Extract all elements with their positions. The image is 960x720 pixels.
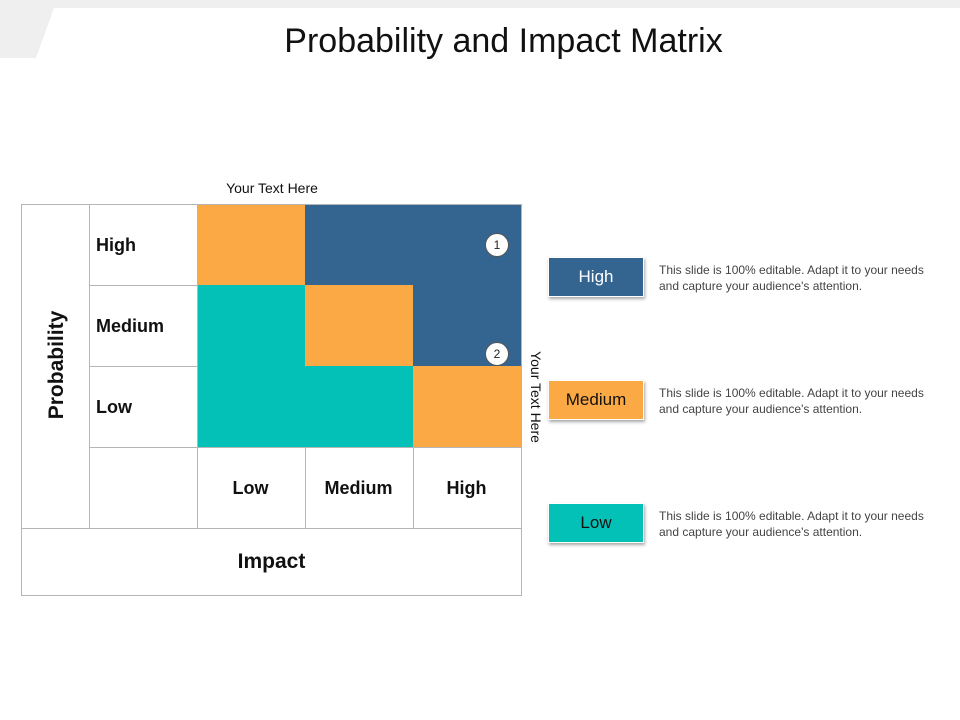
matrix-border-bottom: [21, 595, 522, 596]
cell-medium-medium: [305, 285, 413, 366]
cell-low-medium: [305, 366, 413, 447]
row-label-medium: Medium: [96, 316, 165, 336]
cell-low-low: [197, 366, 305, 447]
col-label-medium: Medium: [324, 478, 393, 498]
legend-box-high: High: [548, 257, 644, 297]
header-band: [0, 0, 960, 58]
matrix-border-left: [21, 204, 22, 596]
grid-hline: [89, 285, 197, 286]
top-caption: Your Text Here: [226, 180, 318, 196]
page-title: Probability and Impact Matrix: [284, 22, 723, 60]
cell-high-medium: [305, 204, 413, 285]
legend-description-medium: This slide is 100% editable. Adapt it to…: [659, 386, 924, 416]
marker-1: 1: [485, 233, 509, 257]
row-label-low: Low: [96, 397, 132, 417]
grid-vline: [305, 447, 306, 528]
probability-axis-label: Probability: [45, 310, 68, 420]
col-label-low: Low: [232, 478, 269, 498]
legend-box-low: Low: [548, 503, 644, 543]
right-caption-text: Your Text Here: [528, 351, 544, 443]
grid-hline: [89, 447, 522, 448]
legend-box-medium: Medium: [548, 380, 644, 420]
grid-hline: [21, 528, 522, 529]
marker-2: 2: [485, 342, 509, 366]
cell-medium-low: [197, 285, 305, 366]
grid-vline: [413, 447, 414, 528]
impact-axis-title: Impact: [237, 550, 306, 573]
legend-description-low: This slide is 100% editable. Adapt it to…: [659, 509, 924, 539]
cell-low-high: [413, 366, 522, 447]
legend-description-high: This slide is 100% editable. Adapt it to…: [659, 263, 924, 293]
grid-hline: [89, 366, 197, 367]
col-label-high: High: [446, 478, 487, 498]
grid-vline: [197, 204, 198, 528]
matrix-border-top: [21, 204, 522, 205]
cell-high-low: [197, 204, 305, 285]
row-label-high: High: [96, 235, 136, 255]
matrix-border-right: [521, 204, 522, 596]
